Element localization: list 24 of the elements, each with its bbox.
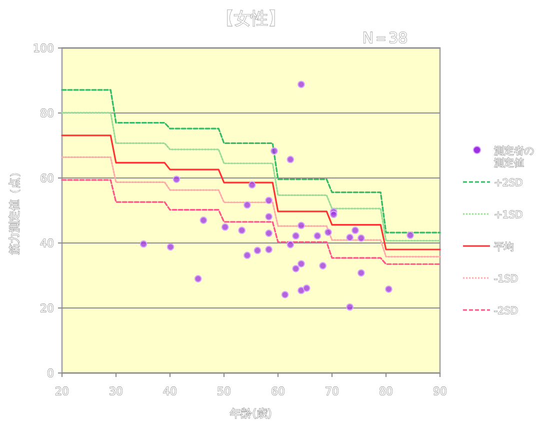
x-axis-title: 年齢(歳) [230,407,272,420]
x-tick-label: 70 [325,385,339,398]
legend-label: 平均 [494,241,514,253]
x-tick-label: 20 [55,385,69,398]
y-tick-label: 40 [40,237,54,250]
y-tick-label: 0 [47,367,54,380]
legend-label: -1SD [494,274,518,285]
legend-label: -2SD [494,306,518,317]
x-tick-label: 40 [163,385,177,398]
y-axis-title: 筋力測定値（点） [8,166,21,254]
legend-label: 測定者の測定値 [494,145,534,169]
y-tick-label: 20 [40,302,54,315]
legend-label: +1SD [494,210,524,221]
x-tick-label: 50 [217,385,231,398]
y-tick-label: 80 [40,107,54,120]
y-tick-label: 100 [33,42,54,55]
legend-label: +2SD [494,178,524,189]
chart-title: 【女性】 [217,9,285,29]
x-tick-label: 30 [109,385,123,398]
text: N＝38 [362,29,408,47]
x-tick-label: 90 [433,385,447,398]
x-tick-label: 60 [271,385,285,398]
y-tick-label: 60 [40,172,54,185]
x-tick-label: 80 [379,385,393,398]
